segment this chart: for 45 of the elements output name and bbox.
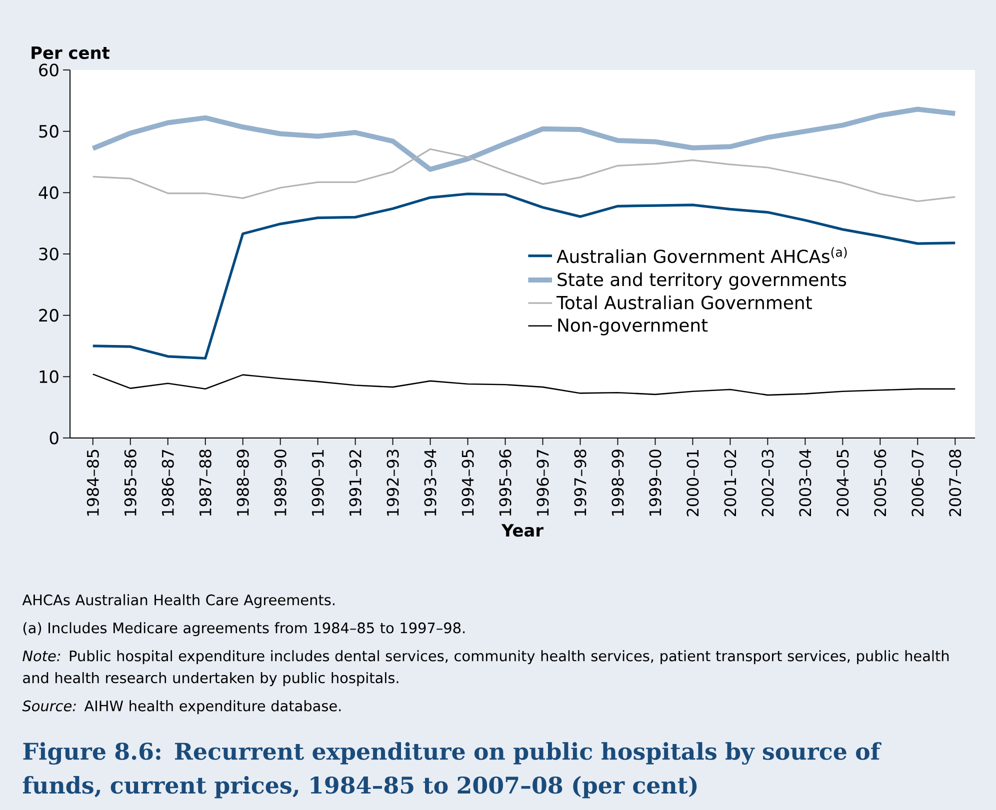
x-tick-label: 1992–93	[386, 450, 399, 516]
legend-label: Total Australian Government	[556, 295, 812, 310]
x-tick-label: 2007–08	[949, 450, 962, 516]
text: (a) Includes Medicare agreements from 1984–85 to 1997–98.	[23, 622, 465, 636]
legend-label: Australian Government AHCAs$^{(a)}$	[556, 247, 847, 264]
y-tick-label: 20	[39, 308, 58, 322]
x-axis-title: Year	[501, 524, 544, 537]
x-tick-label: 2004–05	[836, 450, 849, 516]
x-tick-label: 1991–92	[349, 450, 362, 516]
line-series	[92, 148, 956, 202]
x-tick-label: 2003–04	[799, 449, 812, 516]
text: Note: Public hospital expenditure includes dental services, community health services, patient transport services, public health and health research undertaken by public hospitals.	[22, 650, 949, 686]
x-tick-label: 1987–88	[199, 450, 212, 516]
legend-label: State and territory governments	[558, 272, 846, 290]
x-tick-label: 1997–98	[574, 450, 586, 516]
x-tick-label: 2001–02	[724, 450, 736, 516]
x-tick-label: 1984–85	[86, 450, 99, 516]
legend-label: Non-government	[558, 318, 708, 336]
x-tick-label: 2000–01	[686, 450, 699, 516]
y-tick-label: 60	[39, 64, 58, 76]
y-axis-title: Per cent	[32, 46, 110, 60]
x-tick-label: 1998–99	[612, 450, 624, 516]
x-tick-label: 1996–97	[536, 450, 549, 516]
text: AHCAs Australian Health Care Agreements.	[22, 594, 334, 608]
y-tick-label: 50	[39, 124, 58, 138]
y-tick-label: 30	[39, 248, 58, 260]
x-tick-label: 1995–96	[499, 450, 512, 516]
x-tick-label: 2005–06	[874, 450, 886, 516]
line-series	[92, 192, 956, 360]
x-tick-label: 1988–89	[236, 450, 249, 516]
x-tick-label: 2006–07	[912, 450, 924, 516]
x-tick-label: 1985–86	[124, 450, 136, 516]
text: Source: AIHW health expenditure database.	[22, 700, 341, 714]
line-series	[92, 374, 956, 396]
text: Figure 8.6: Recurrent expenditure on public hospitals by source of funds, current prices, 1984–85 to 2007–08 (per cent)	[22, 742, 882, 798]
x-tick-label: 1989–90	[274, 450, 286, 516]
x-tick-label: 1994–95	[462, 450, 474, 516]
x-tick-label: 1990–91	[312, 450, 324, 516]
y-tick-label: 10	[40, 370, 58, 384]
x-tick-label: 1986–87	[162, 450, 174, 516]
x-tick-label: 1993–94	[424, 449, 436, 516]
y-tick-label: 0	[50, 432, 58, 444]
x-tick-label: 1999–00	[649, 450, 662, 516]
x-tick-label: 2002–03	[762, 450, 774, 516]
y-tick-label: 40	[38, 186, 58, 200]
